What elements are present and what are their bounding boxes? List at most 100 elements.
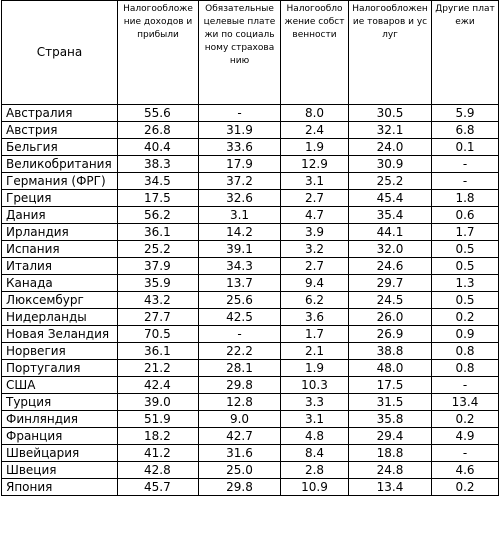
table-row: Финляндия 51.9 9.0 3.1 35.8 0.2	[1, 410, 499, 428]
cell-property: 10.3	[280, 376, 349, 394]
cell-goods-services: 32.1	[348, 121, 432, 139]
cell-property: 1.9	[280, 359, 349, 377]
cell-other: 0.9	[431, 325, 499, 343]
cell-property: 8.4	[280, 444, 349, 462]
table-row: Франция 18.2 42.7 4.8 29.4 4.9	[1, 427, 499, 445]
cell-social-insurance: -	[198, 325, 281, 343]
table-row: Италия 37.9 34.3 2.7 24.6 0.5	[1, 257, 499, 275]
table-row: Австрия 26.8 31.9 2.4 32.1 6.8	[1, 121, 499, 139]
cell-other: 0.6	[431, 206, 499, 224]
cell-social-insurance: 25.6	[198, 291, 281, 309]
cell-property: 2.7	[280, 257, 349, 275]
cell-social-insurance: 42.5	[198, 308, 281, 326]
cell-goods-services: 17.5	[348, 376, 432, 394]
header-property: Налогообложение собственности	[280, 0, 349, 105]
cell-goods-services: 26.0	[348, 308, 432, 326]
cell-property: 2.8	[280, 461, 349, 479]
cell-property: 3.6	[280, 308, 349, 326]
cell-property: 3.1	[280, 410, 349, 428]
cell-country: Нидерланды	[1, 308, 118, 326]
cell-property: 2.7	[280, 189, 349, 207]
cell-social-insurance: 14.2	[198, 223, 281, 241]
cell-income-profit: 55.6	[117, 104, 199, 122]
cell-country: Бельгия	[1, 138, 118, 156]
cell-social-insurance: -	[198, 104, 281, 122]
table-row: Норвегия 36.1 22.2 2.1 38.8 0.8	[1, 342, 499, 360]
cell-country: Ирландия	[1, 223, 118, 241]
table-row: Австралия 55.6-8.0 30.5 5.9	[1, 104, 499, 122]
header-other: Другие платежи	[431, 0, 499, 105]
cell-income-profit: 17.5	[117, 189, 199, 207]
cell-country: Испания	[1, 240, 118, 258]
cell-goods-services: 30.9	[348, 155, 432, 173]
cell-goods-services: 24.0	[348, 138, 432, 156]
cell-income-profit: 37.9	[117, 257, 199, 275]
cell-other: 0.2	[431, 478, 499, 496]
cell-income-profit: 21.2	[117, 359, 199, 377]
cell-social-insurance: 33.6	[198, 138, 281, 156]
cell-goods-services: 25.2	[348, 172, 432, 190]
cell-goods-services: 26.9	[348, 325, 432, 343]
cell-goods-services: 30.5	[348, 104, 432, 122]
cell-other: 0.5	[431, 257, 499, 275]
cell-country: Швейцария	[1, 444, 118, 462]
cell-goods-services: 24.6	[348, 257, 432, 275]
cell-income-profit: 70.5	[117, 325, 199, 343]
cell-other: 0.5	[431, 240, 499, 258]
cell-social-insurance: 3.1	[198, 206, 281, 224]
cell-income-profit: 26.8	[117, 121, 199, 139]
cell-country: Финляндия	[1, 410, 118, 428]
header-country: Страна	[1, 0, 118, 105]
cell-other: 13.4	[431, 393, 499, 411]
cell-property: 10.9	[280, 478, 349, 496]
cell-goods-services: 35.8	[348, 410, 432, 428]
cell-property: 1.7	[280, 325, 349, 343]
cell-social-insurance: 39.1	[198, 240, 281, 258]
cell-other: 0.8	[431, 359, 499, 377]
cell-income-profit: 36.1	[117, 223, 199, 241]
cell-social-insurance: 13.7	[198, 274, 281, 292]
cell-other: 0.2	[431, 308, 499, 326]
cell-country: Новая Зеландия	[1, 325, 118, 343]
cell-country: США	[1, 376, 118, 394]
cell-income-profit: 38.3	[117, 155, 199, 173]
cell-goods-services: 32.0	[348, 240, 432, 258]
table-row: Канада 35.9 13.7 9.4 29.7 1.3	[1, 274, 499, 292]
cell-other: 6.8	[431, 121, 499, 139]
table-row: США 42.4 29.8 10.3 17.5-	[1, 376, 499, 394]
cell-other: -	[431, 155, 499, 173]
table-row: Португалия 21.2 28.1 1.9 48.0 0.8	[1, 359, 499, 377]
cell-goods-services: 38.8	[348, 342, 432, 360]
cell-property: 3.2	[280, 240, 349, 258]
cell-property: 6.2	[280, 291, 349, 309]
cell-social-insurance: 12.8	[198, 393, 281, 411]
cell-country: Дания	[1, 206, 118, 224]
cell-social-insurance: 32.6	[198, 189, 281, 207]
cell-other: 0.8	[431, 342, 499, 360]
cell-other: -	[431, 376, 499, 394]
cell-income-profit: 34.5	[117, 172, 199, 190]
cell-income-profit: 51.9	[117, 410, 199, 428]
cell-goods-services: 24.5	[348, 291, 432, 309]
cell-other: 4.9	[431, 427, 499, 445]
cell-country: Япония	[1, 478, 118, 496]
header-social-insurance: Обязательные целевые платежи по социальн…	[198, 0, 281, 105]
cell-property: 3.3	[280, 393, 349, 411]
cell-property: 3.9	[280, 223, 349, 241]
cell-goods-services: 29.4	[348, 427, 432, 445]
cell-goods-services: 29.7	[348, 274, 432, 292]
cell-property: 2.4	[280, 121, 349, 139]
cell-income-profit: 18.2	[117, 427, 199, 445]
table-row: Нидерланды 27.7 42.5 3.6 26.0 0.2	[1, 308, 499, 326]
tax-structure-table: Страна Налогообложение доходов и прибыли…	[1, 0, 499, 496]
cell-income-profit: 41.2	[117, 444, 199, 462]
table-row: Швеция 42.8 25.0 2.8 24.8 4.6	[1, 461, 499, 479]
cell-goods-services: 13.4	[348, 478, 432, 496]
table-row: Германия (ФРГ) 34.5 37.2 3.1 25.2-	[1, 172, 499, 190]
cell-property: 12.9	[280, 155, 349, 173]
table-row: Новая Зеландия 70.5-1.7 26.9 0.9	[1, 325, 499, 343]
cell-country: Португалия	[1, 359, 118, 377]
cell-country: Франция	[1, 427, 118, 445]
cell-goods-services: 31.5	[348, 393, 432, 411]
cell-property: 9.4	[280, 274, 349, 292]
